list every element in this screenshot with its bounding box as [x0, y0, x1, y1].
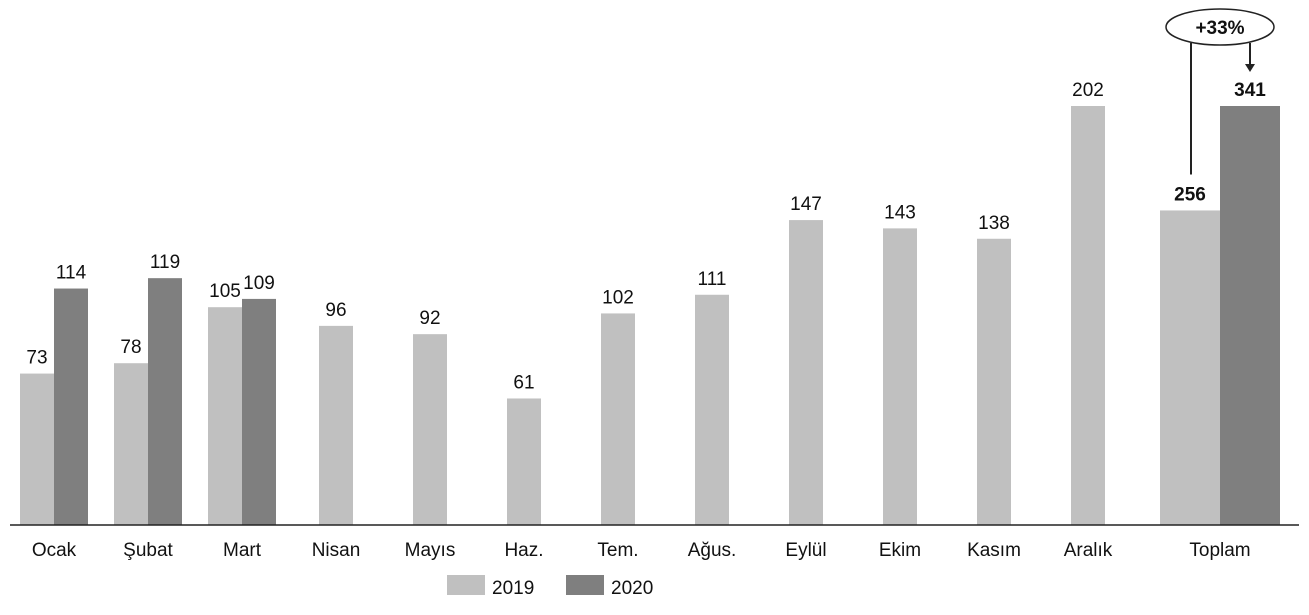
legend-label-2019: 2019: [492, 578, 534, 599]
value-label-Mayıs-2019: 92: [419, 308, 440, 329]
category-label-Kasım: Kasım: [967, 540, 1021, 561]
legend-swatch-2019: [447, 575, 485, 595]
value-label-Şubat-2019: 78: [120, 337, 141, 358]
value-label-Eylül-2019: 147: [790, 194, 822, 215]
annotation-text: +33%: [1195, 18, 1244, 39]
bars-layer: [20, 106, 1280, 525]
value-label-Tem.-2019: 102: [602, 287, 634, 308]
bar-Ekim-2019: [883, 228, 917, 525]
category-label-Aralık: Aralık: [1064, 540, 1113, 561]
category-label-Ocak: Ocak: [32, 540, 77, 561]
bar-Aralık-2019: [1071, 106, 1105, 525]
value-label-Ekim-2019: 143: [884, 202, 916, 223]
bar-Ocak-2019: [20, 373, 54, 525]
annotation-ellipse: [1165, 8, 1275, 46]
category-label-Mayıs: Mayıs: [405, 540, 456, 561]
bar-Mart-2020: [242, 298, 276, 525]
category-label-Ekim: Ekim: [879, 540, 921, 561]
value-label-Şubat-2020: 119: [150, 252, 180, 273]
legend-swatch-2020: [566, 575, 604, 595]
bar-Tem.-2019: [601, 313, 635, 525]
value-label-Ocak-2020: 114: [56, 263, 87, 284]
value-label-Toplam-2020: 341: [1234, 80, 1266, 101]
bar-Haz.-2019: [507, 398, 541, 525]
value-label-Ağus.-2019: 111: [698, 269, 727, 290]
bar-Nisan-2019: [319, 325, 353, 525]
bar-Ağus.-2019: [695, 294, 729, 525]
bar-Mart-2019: [208, 307, 242, 525]
category-labels-layer: Ocak Şubat Mart Nisan Mayıs Haz. Tem. Ağus. Eylü…: [32, 540, 1251, 561]
bar-Toplam-2019: [1160, 210, 1220, 525]
category-label-Haz.: Haz.: [504, 540, 543, 561]
bar-Şubat-2019: [114, 363, 148, 525]
growth-annotation: +33%: [1165, 8, 1275, 175]
value-label-Haz.-2019: 61: [513, 372, 534, 393]
category-label-Tem.: Tem.: [597, 540, 638, 561]
value-label-Toplam-2019: 256: [1174, 184, 1206, 205]
value-label-Mart-2020: 109: [243, 273, 275, 294]
bar-Şubat-2020: [148, 278, 182, 525]
bar-Eylül-2019: [789, 220, 823, 525]
category-label-Ağus.: Ağus.: [688, 540, 737, 561]
legend: 2019 2020: [447, 575, 653, 599]
value-label-Nisan-2019: 96: [325, 300, 346, 321]
category-label-Nisan: Nisan: [312, 540, 361, 561]
value-label-Mart-2019: 105: [209, 281, 241, 302]
value-label-Ocak-2019: 73: [26, 348, 47, 369]
bar-Kasım-2019: [977, 238, 1011, 525]
value-labels-layer: 73 114 78 119 105 109 96 92 61 102 111 147 143 138 202…: [26, 80, 1266, 393]
value-label-Kasım-2019: 138: [978, 213, 1010, 234]
value-label-Aralık-2019: 202: [1072, 80, 1104, 101]
bar-Toplam-2020: [1220, 106, 1280, 525]
category-label-Mart: Mart: [223, 540, 262, 561]
category-label-Şubat: Şubat: [123, 540, 173, 561]
bar-Mayıs-2019: [413, 334, 447, 525]
annotation-arrowhead: [1245, 64, 1255, 72]
category-label-Toplam: Toplam: [1189, 540, 1250, 561]
legend-label-2020: 2020: [611, 578, 653, 599]
bar-Ocak-2020: [54, 288, 88, 525]
category-label-Eylül: Eylül: [785, 540, 826, 561]
